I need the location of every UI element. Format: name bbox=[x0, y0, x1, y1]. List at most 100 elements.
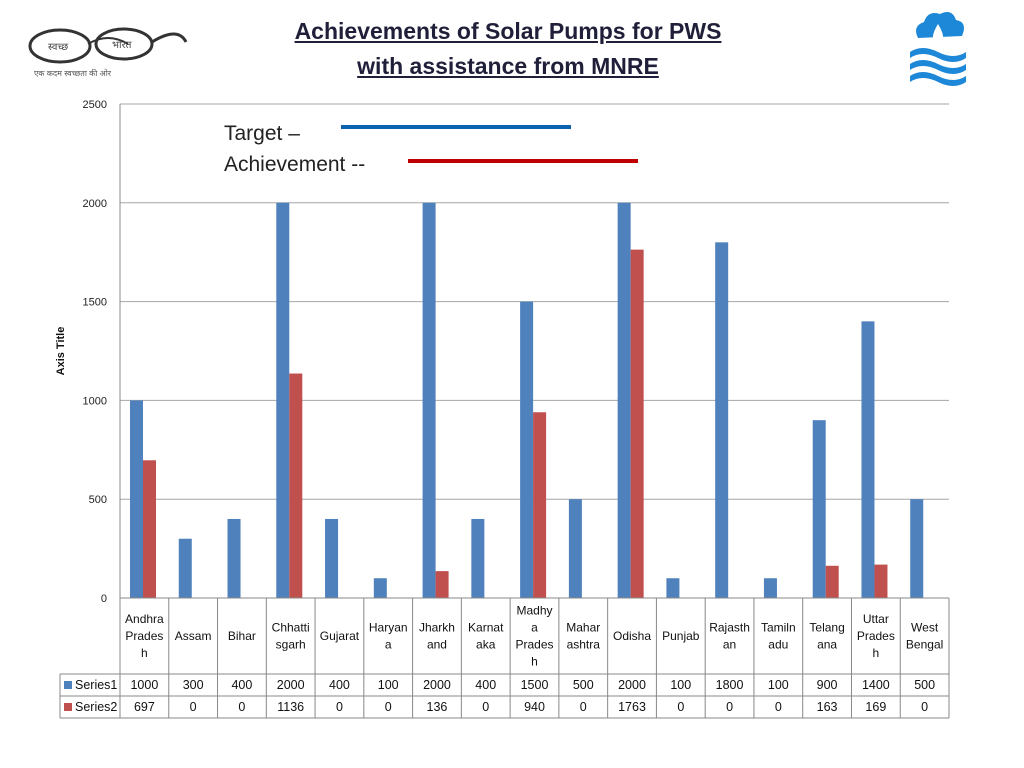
bar-series1 bbox=[227, 518, 241, 598]
wave-icon-3 bbox=[910, 72, 966, 86]
category-label: Punjab bbox=[662, 629, 700, 643]
logo-word-1: स्वच्छ bbox=[48, 42, 68, 53]
bar-series2 bbox=[533, 412, 547, 598]
series-name-series1: Series1 bbox=[75, 678, 117, 692]
table-value: 400 bbox=[329, 678, 350, 692]
title-line-1: Achievements of Solar Pumps for PWS bbox=[294, 18, 722, 44]
bar-series2 bbox=[825, 565, 839, 598]
bar-series1 bbox=[861, 321, 875, 598]
category-label: Andhra Prades h bbox=[125, 612, 164, 660]
series-name-series2: Series2 bbox=[75, 700, 117, 714]
table-value: 0 bbox=[336, 700, 343, 714]
table-value: 0 bbox=[726, 700, 733, 714]
table-value: 400 bbox=[475, 678, 496, 692]
category-label: Jharkh and bbox=[419, 621, 455, 652]
legend-key-series2 bbox=[64, 703, 72, 711]
y-tick-label: 500 bbox=[89, 494, 107, 506]
category-label: West Bengal bbox=[906, 621, 943, 652]
bar-series1 bbox=[471, 518, 485, 598]
y-axis-title: Axis Title bbox=[55, 327, 67, 376]
table-value: 1800 bbox=[716, 678, 744, 692]
bar-series2 bbox=[143, 460, 156, 598]
bar-series1 bbox=[910, 499, 924, 598]
table-value: 1000 bbox=[130, 678, 158, 692]
table-value: 697 bbox=[134, 700, 155, 714]
table-value: 900 bbox=[817, 678, 838, 692]
swachh-bharat-logo: स्वच्छ भारत एक कदम स्वच्छता की ओर bbox=[28, 27, 188, 78]
y-tick-label: 0 bbox=[101, 593, 107, 605]
bar-series1 bbox=[130, 400, 143, 598]
drop-icon bbox=[932, 24, 944, 44]
table-value: 940 bbox=[524, 700, 545, 714]
category-label: Gujarat bbox=[320, 629, 360, 643]
table-value: 0 bbox=[385, 700, 392, 714]
table-value: 500 bbox=[914, 678, 935, 692]
chart-title: Achievements of Solar Pumps for PWS with… bbox=[200, 14, 816, 84]
spectacle-bridge-icon bbox=[87, 37, 129, 45]
table-value: 0 bbox=[238, 700, 245, 714]
table-value: 136 bbox=[427, 700, 448, 714]
category-label: Rajasth an bbox=[709, 621, 750, 652]
bar-series1 bbox=[325, 518, 339, 598]
logo-tagline: एक कदम स्वच्छता की ओर bbox=[34, 68, 112, 78]
bar-series2 bbox=[435, 571, 449, 598]
table-value: 0 bbox=[775, 700, 782, 714]
spectacle-left-lens-icon bbox=[28, 28, 92, 64]
table-value: 0 bbox=[190, 700, 197, 714]
bar-series1 bbox=[422, 202, 436, 599]
category-label: Uttar Prades h bbox=[857, 612, 895, 660]
bar-series1 bbox=[568, 499, 582, 598]
table-value: 1763 bbox=[618, 700, 646, 714]
bar-series1 bbox=[666, 578, 680, 598]
bar-series2 bbox=[874, 564, 888, 598]
table-value: 2000 bbox=[277, 678, 305, 692]
table-value: 0 bbox=[580, 700, 587, 714]
spectacle-arm-icon bbox=[151, 32, 188, 44]
table-value: 0 bbox=[921, 700, 928, 714]
spectacle-right-lens-icon bbox=[94, 27, 154, 61]
category-label: Telang ana bbox=[809, 621, 844, 652]
bar-series1 bbox=[715, 242, 729, 598]
y-tick-label: 1500 bbox=[83, 297, 107, 309]
bar-series1 bbox=[178, 538, 192, 598]
table-value: 1500 bbox=[521, 678, 549, 692]
bar-series2 bbox=[289, 373, 303, 598]
category-label: Assam bbox=[175, 629, 212, 643]
category-label: Madhy a Prades h bbox=[515, 604, 553, 669]
y-tick-label: 2500 bbox=[83, 99, 107, 111]
table-value: 0 bbox=[677, 700, 684, 714]
table-value: 500 bbox=[573, 678, 594, 692]
category-label: Chhatti sgarh bbox=[272, 621, 310, 652]
table-value: 0 bbox=[482, 700, 489, 714]
table-value: 2000 bbox=[618, 678, 646, 692]
y-tick-label: 1000 bbox=[83, 395, 107, 407]
table-value: 300 bbox=[183, 678, 204, 692]
title-line-2: with assistance from MNRE bbox=[357, 53, 659, 79]
table-value: 169 bbox=[865, 700, 886, 714]
bar-series1 bbox=[617, 202, 631, 599]
cloud-icon bbox=[916, 12, 964, 38]
bar-series1 bbox=[763, 578, 777, 598]
bar-series1 bbox=[373, 578, 387, 598]
table-value: 100 bbox=[670, 678, 691, 692]
category-label: Odisha bbox=[613, 629, 651, 643]
category-label: Haryan a bbox=[369, 621, 408, 652]
wave-icon-2 bbox=[910, 60, 966, 74]
legend-key-series1 bbox=[64, 681, 72, 689]
category-label: Bihar bbox=[228, 629, 256, 643]
table-value: 1136 bbox=[277, 700, 304, 714]
bar-series1 bbox=[520, 301, 534, 598]
table-value: 2000 bbox=[423, 678, 451, 692]
table-value: 163 bbox=[817, 700, 838, 714]
y-tick-label: 2000 bbox=[83, 198, 107, 210]
target-label: Target – bbox=[224, 122, 300, 145]
water-drop-logo bbox=[910, 12, 966, 86]
bar-series1 bbox=[276, 202, 290, 599]
table-value: 1400 bbox=[862, 678, 890, 692]
bar-series1 bbox=[812, 420, 826, 598]
achievement-label: Achievement -- bbox=[224, 153, 366, 176]
table-value: 100 bbox=[768, 678, 789, 692]
table-value: 400 bbox=[231, 678, 252, 692]
category-label: Tamiln adu bbox=[761, 621, 796, 652]
